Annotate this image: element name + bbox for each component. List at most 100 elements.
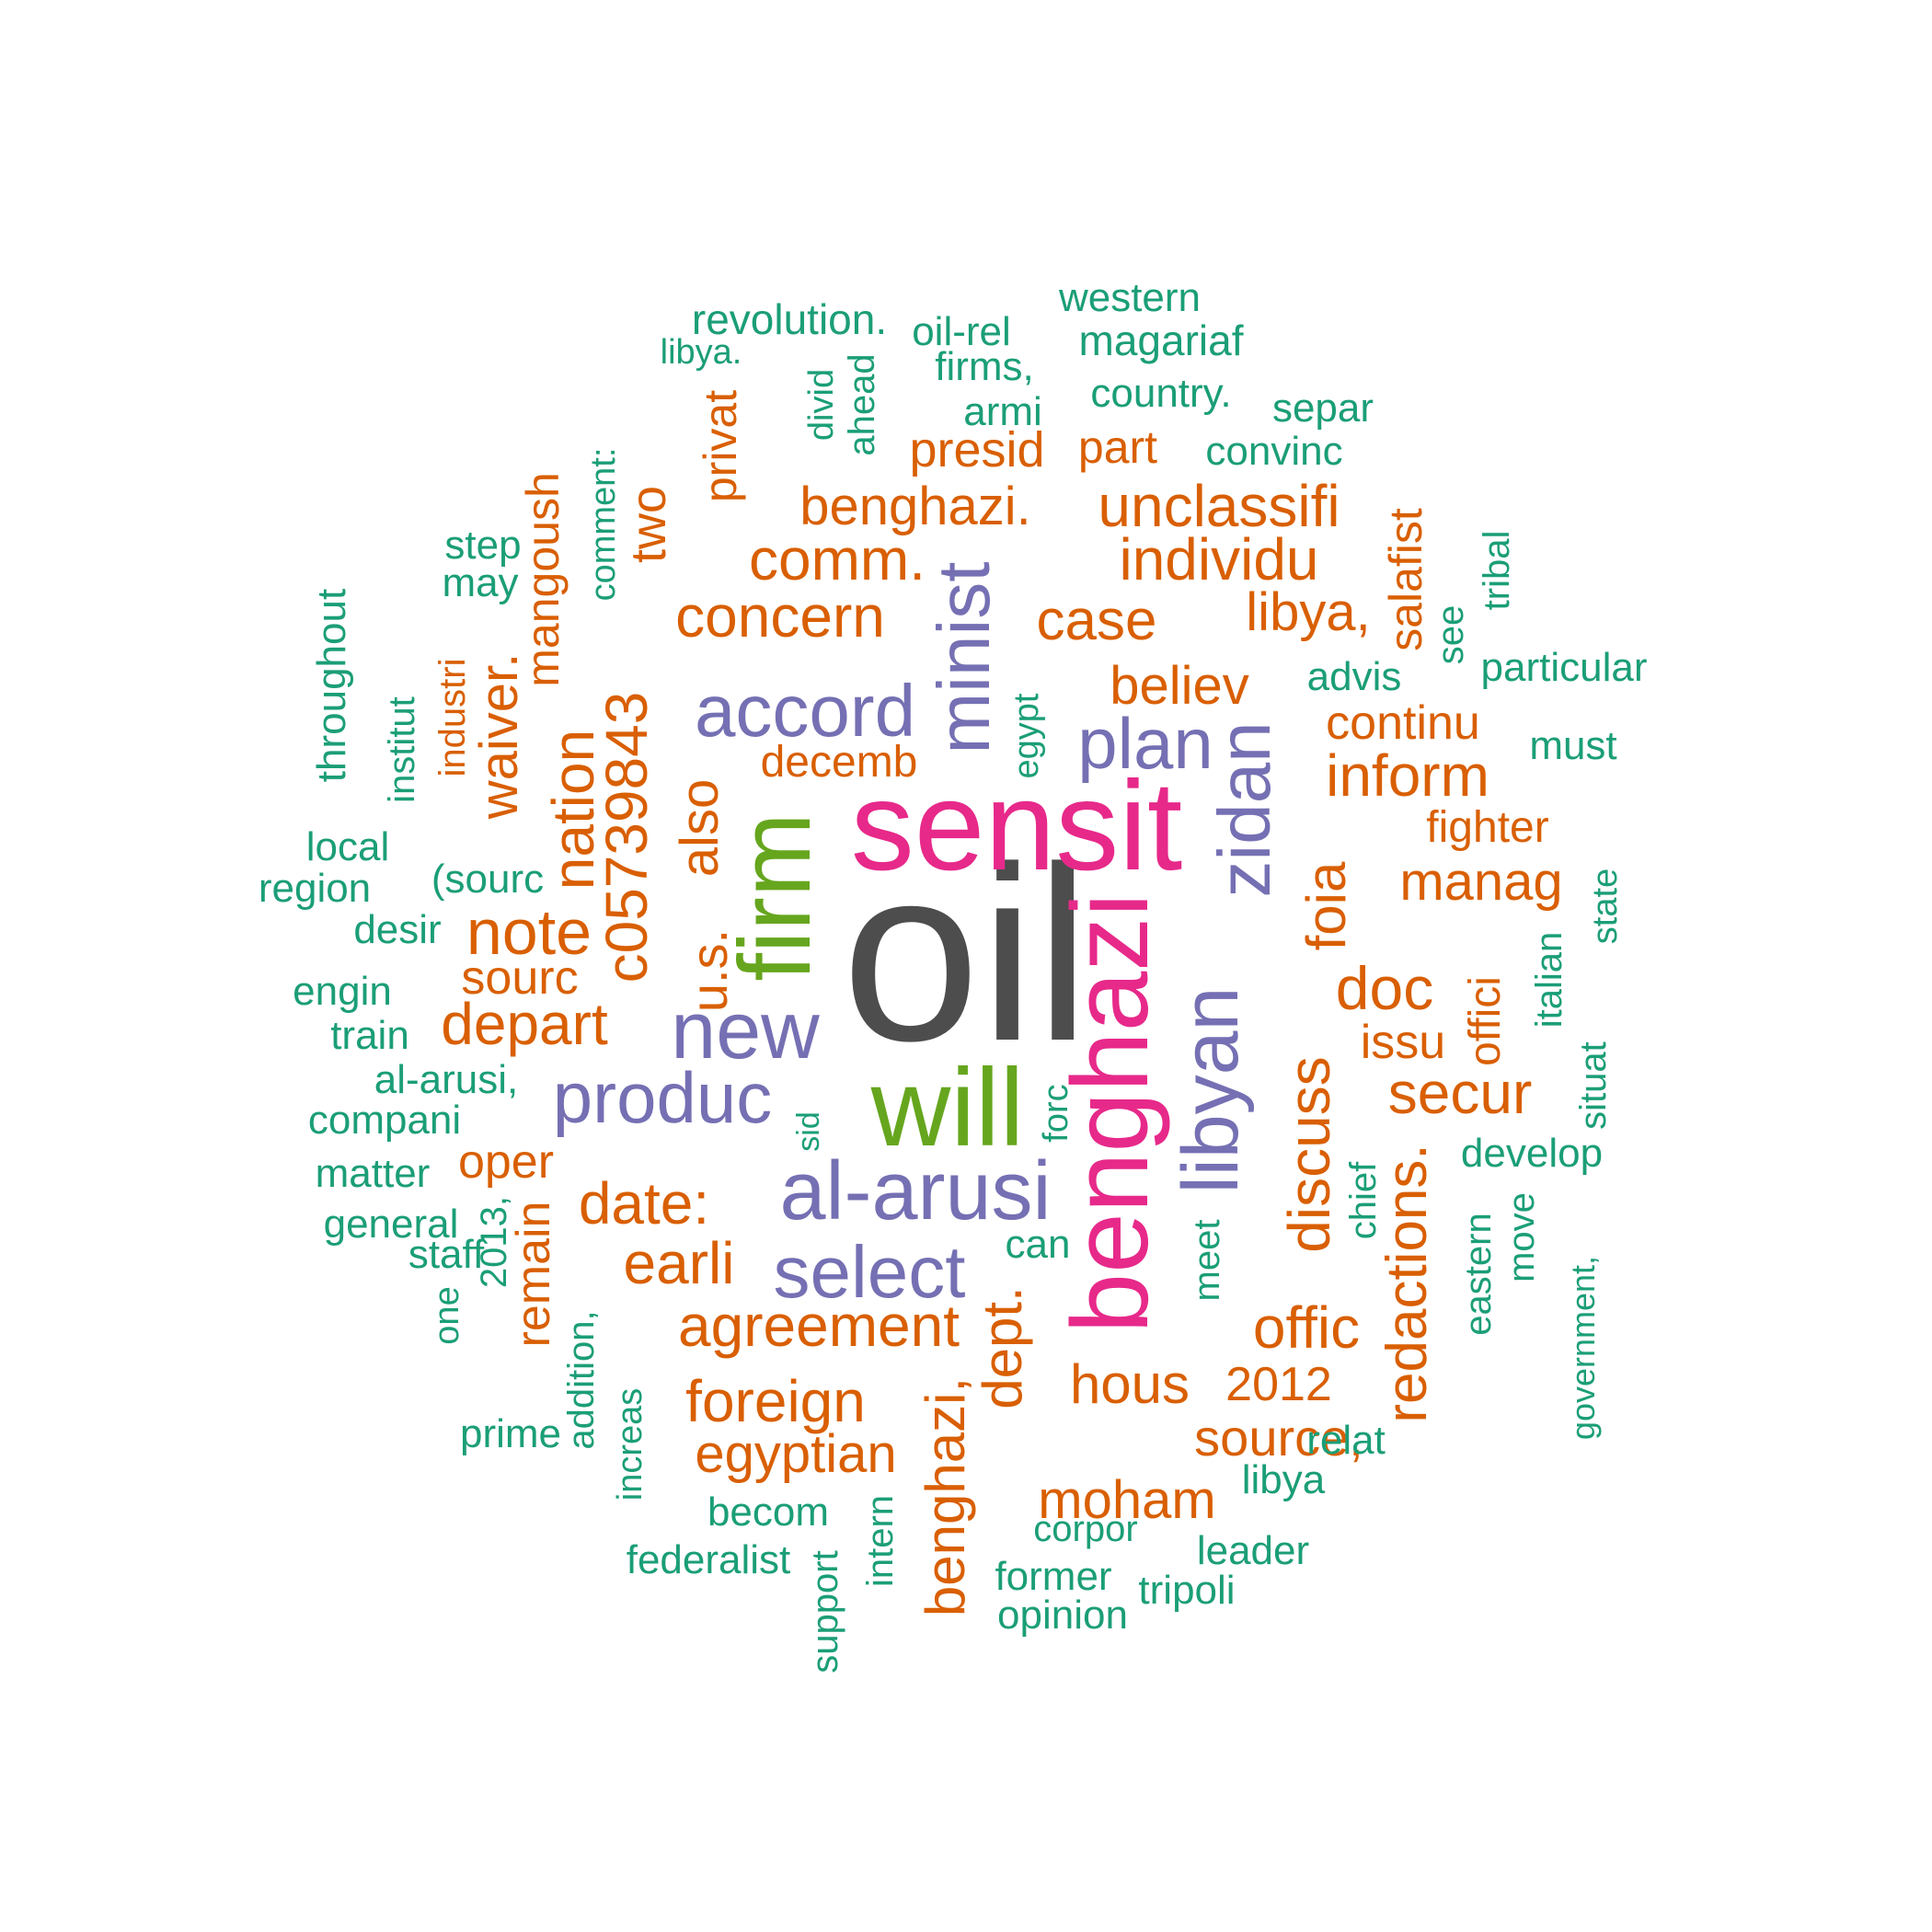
word-97: federalist (627, 1537, 791, 1582)
word-89: develop (1461, 1131, 1603, 1176)
word-33: sourc (461, 951, 578, 1005)
word-68: firms, (935, 344, 1034, 389)
word-62: remain (507, 1202, 560, 1348)
word-67: magariaf (1079, 316, 1244, 364)
word-16: benghazi. (799, 477, 1031, 536)
word-78: local (306, 824, 390, 869)
word-95: libya (1242, 1457, 1326, 1502)
word-36: date: (579, 1170, 709, 1236)
word-26: decemb (761, 738, 918, 787)
word-98: former (995, 1554, 1111, 1599)
word-103: comment: (584, 448, 623, 602)
word-11: plan (1077, 703, 1213, 784)
word-43: offic (1253, 1294, 1360, 1361)
word-22: part (1078, 421, 1157, 473)
word-51: mangoush (517, 472, 569, 687)
word-81: desir (353, 907, 441, 952)
word-83: train (330, 1013, 409, 1058)
word-12: zidan (1203, 721, 1285, 897)
word-124: intern (860, 1495, 901, 1587)
word-104: divid (802, 369, 841, 441)
word-102: institut (382, 696, 422, 803)
word-105: ahead (842, 353, 882, 455)
word-123: support (805, 1550, 845, 1673)
word-3: will (870, 1046, 1025, 1169)
word-82: engin (293, 969, 392, 1014)
word-114: chief (1343, 1161, 1384, 1239)
word-86: matter (316, 1151, 431, 1196)
word-28: manag (1399, 852, 1562, 912)
word-118: government, (1564, 1256, 1602, 1440)
word-91: prime (460, 1411, 561, 1456)
word-66: western (1058, 275, 1201, 320)
word-32: note (466, 896, 592, 968)
word-34: depart (441, 991, 608, 1057)
word-38: agreement (678, 1293, 960, 1359)
word-53: privat (695, 390, 746, 502)
word-94: leader (1197, 1528, 1309, 1573)
word-10: minist (923, 562, 1005, 754)
word-111: situat (1573, 1041, 1614, 1130)
word-75: advis (1307, 654, 1402, 699)
word-72: convinc (1205, 429, 1342, 474)
word-85: compani (308, 1098, 461, 1143)
word-27: fighter (1426, 803, 1548, 852)
word-14: unclassifi (1098, 473, 1340, 539)
word-2: benghazi (1050, 893, 1171, 1334)
word-44: source, (1194, 1409, 1363, 1466)
word-93: corpor (1033, 1509, 1137, 1549)
word-113: forc (1037, 1084, 1075, 1142)
word-109: state (1586, 868, 1625, 944)
word-57: offici (1461, 976, 1510, 1066)
word-76: particular (1481, 645, 1648, 690)
word-47: u.s. (680, 929, 738, 1012)
word-5: al-arusi (779, 1145, 1051, 1237)
word-7: produc (553, 1057, 773, 1138)
word-121: addition, (561, 1310, 602, 1449)
word-21: presid (909, 422, 1044, 477)
word-107: tribal (1477, 531, 1517, 611)
word-120: one (428, 1286, 466, 1344)
word-18: concern (675, 583, 885, 650)
word-59: redactions. (1375, 1144, 1439, 1422)
word-80: (sourc (431, 857, 544, 902)
word-90: can (1006, 1222, 1071, 1267)
word-48: also (670, 779, 730, 877)
word-42: 2012 (1225, 1358, 1332, 1411)
word-117: move (1501, 1192, 1542, 1282)
word-69: country. (1090, 371, 1231, 416)
word-84: al-arusi, (374, 1057, 519, 1102)
word-37: earli (624, 1230, 735, 1296)
word-79: region (259, 866, 371, 911)
word-60: dept. (972, 1286, 1033, 1409)
word-101: throughout (309, 589, 354, 782)
word-88: staff (408, 1232, 485, 1277)
word-96: relat (1306, 1418, 1386, 1463)
word-63: revolution. (692, 295, 887, 343)
word-25: inform (1326, 742, 1489, 809)
word-31: secur (1388, 1060, 1533, 1126)
word-24: continu (1326, 696, 1480, 750)
word-77: must (1529, 723, 1616, 768)
word-23: believ (1110, 656, 1249, 716)
word-56: foia (1295, 861, 1357, 950)
word-35: oper (458, 1135, 554, 1189)
word-122: increas (611, 1388, 650, 1501)
word-70: armi (963, 389, 1042, 434)
word-64: libya. (661, 333, 742, 372)
word-6: new (671, 984, 820, 1075)
word-54: industri (432, 659, 473, 777)
word-74: may (442, 560, 518, 605)
word-92: becom (707, 1489, 829, 1535)
word-87: general (324, 1202, 459, 1247)
word-40: egyptian (695, 1424, 896, 1484)
word-46: c05739843 (593, 692, 660, 983)
word-8: select (774, 1231, 966, 1313)
word-108: see (1431, 605, 1471, 665)
word-100: opinion (997, 1593, 1128, 1638)
word-65: oil-rel (912, 309, 1011, 354)
word-106: egypt (1007, 693, 1046, 778)
word-1: sensit (851, 755, 1183, 897)
word-115: meet (1187, 1220, 1227, 1302)
